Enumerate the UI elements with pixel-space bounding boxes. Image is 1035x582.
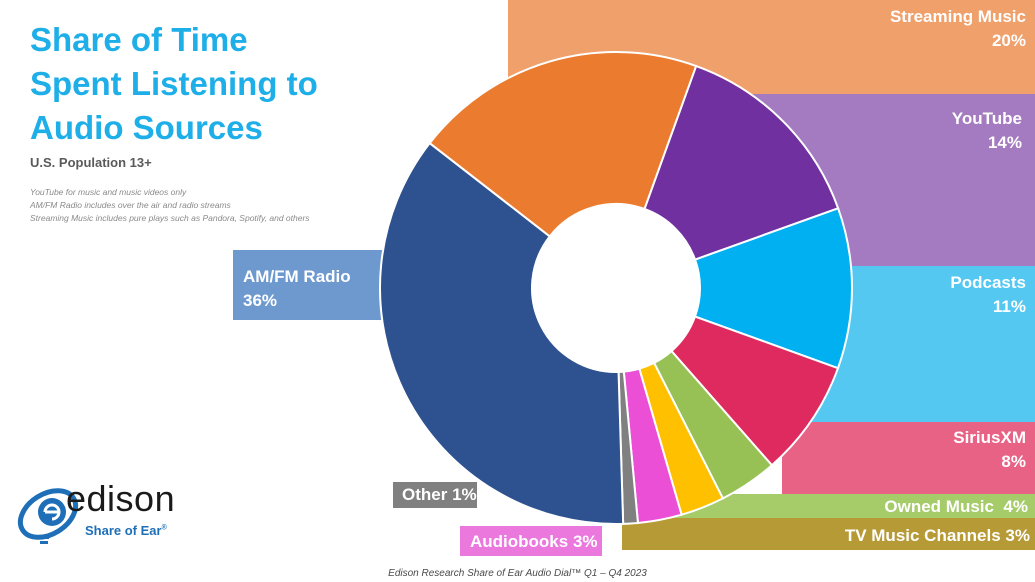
callout-panel <box>233 250 393 320</box>
title-line: Share of Time <box>30 21 248 58</box>
slice-value-label: 8% <box>1001 452 1026 471</box>
source-note: Edison Research Share of Ear Audio Dial™… <box>388 568 647 579</box>
slice-name-label: TV Music Channels <box>845 526 1006 545</box>
callout-panel <box>460 526 602 556</box>
slice-name-label: Streaming Music <box>890 7 1026 26</box>
donut-slices <box>379 51 853 525</box>
slice-label: Audiobooks 3% <box>470 532 598 551</box>
slice-name-label: Owned Music <box>884 497 1003 516</box>
slice-name-label: YouTube <box>952 109 1022 128</box>
note-line: YouTube for music and music videos only <box>30 187 187 197</box>
slice-value-label: 1% <box>452 485 477 504</box>
title-line: Spent Listening to <box>30 65 318 102</box>
slice-name-label: AM/FM Radio <box>243 267 351 286</box>
slice-value-label: 11% <box>993 297 1026 316</box>
logo-trademark: ® <box>161 524 167 532</box>
callout-panel <box>393 482 477 508</box>
title-line: Audio Sources <box>30 109 263 146</box>
logo-tagline: Share of Ear® <box>85 523 167 538</box>
callout-panel <box>782 422 1035 494</box>
donut-slice <box>379 141 625 525</box>
edison-logo: edison Share of Ear® <box>14 478 194 550</box>
slice-value-label: 20% <box>992 31 1026 50</box>
slice-value-label: 4% <box>1003 497 1028 516</box>
donut-slice <box>693 207 853 370</box>
slice-name-label: SiriusXM <box>953 428 1026 447</box>
slice-value-label: 3% <box>1005 526 1030 545</box>
slice-label: TV Music Channels 3% <box>845 526 1030 545</box>
slice-value-label: 3% <box>573 532 598 551</box>
note-line: Streaming Music includes pure plays such… <box>30 213 310 223</box>
chart-subtitle: U.S. Population 13+ <box>30 155 152 170</box>
slice-name-label: Podcasts <box>950 273 1026 292</box>
callout-panel <box>668 494 1035 518</box>
slice-label: Other 1% <box>402 485 477 504</box>
edison-logo-icon <box>17 488 79 544</box>
slice-name-label: Other <box>402 485 452 504</box>
slice-value-label: 36% <box>243 291 277 310</box>
donut-slice <box>428 51 698 238</box>
slice-name-label: Audiobooks <box>470 532 573 551</box>
logo-tagline-text: Share of Ear <box>85 523 162 538</box>
chart-title: Share of Time Spent Listening to Audio S… <box>30 18 390 150</box>
donut-slice <box>643 64 840 261</box>
slice-label: Owned Music 4% <box>884 497 1028 516</box>
slice-value-label: 14% <box>988 133 1022 152</box>
chart-notes: YouTube for music and music videos only … <box>30 186 410 225</box>
note-line: AM/FM Radio includes over the air and ra… <box>30 200 231 210</box>
callout-labels: Streaming Music 20% YouTube 14% Podcasts 11% S… <box>243 7 1030 551</box>
callout-panel <box>622 518 1035 550</box>
logo-wordmark: edison <box>66 478 176 519</box>
